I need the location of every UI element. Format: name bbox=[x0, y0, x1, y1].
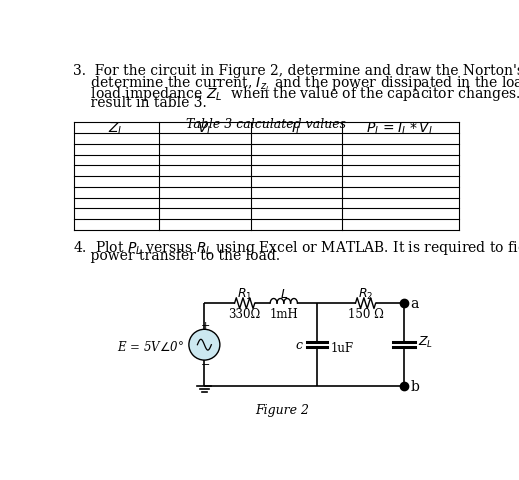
Text: power transfer to the load.: power transfer to the load. bbox=[73, 249, 280, 263]
Text: 3.  For the circuit in Figure 2, determine and draw the Norton's Equivalent circ: 3. For the circuit in Figure 2, determin… bbox=[73, 64, 519, 78]
Text: b: b bbox=[411, 380, 419, 394]
Text: 1mH: 1mH bbox=[269, 307, 298, 320]
Text: $Z_L$: $Z_L$ bbox=[108, 120, 125, 136]
Text: 4.  Plot $P_L$ versus $R_L$ using Excel or MATLAB. It is required to figure out : 4. Plot $P_L$ versus $R_L$ using Excel o… bbox=[73, 238, 519, 256]
Circle shape bbox=[189, 330, 220, 360]
Text: $L$: $L$ bbox=[280, 287, 288, 300]
Text: $R_1$: $R_1$ bbox=[237, 286, 252, 301]
Text: c: c bbox=[296, 338, 303, 351]
Text: −: − bbox=[201, 359, 211, 369]
Text: load impedance $Z_L$  when the value of the capacitor changes. It is required to: load impedance $Z_L$ when the value of t… bbox=[73, 85, 519, 103]
Text: 1uF: 1uF bbox=[331, 341, 354, 354]
Text: Table 3 calculated values: Table 3 calculated values bbox=[186, 118, 346, 131]
Text: $V_L$: $V_L$ bbox=[197, 120, 213, 136]
Text: $I_L$: $I_L$ bbox=[291, 120, 302, 136]
Text: a: a bbox=[411, 297, 419, 311]
Text: 150 Ω: 150 Ω bbox=[348, 307, 384, 320]
Text: E = 5V$\angle$0°: E = 5V$\angle$0° bbox=[117, 339, 184, 353]
Text: $Z_L$: $Z_L$ bbox=[418, 335, 433, 349]
Text: +: + bbox=[201, 320, 211, 330]
Text: $P_L=I_L\,{*}\,V_L$: $P_L=I_L\,{*}\,V_L$ bbox=[366, 120, 435, 136]
Text: $R_2$: $R_2$ bbox=[358, 286, 373, 301]
Text: determine the current, $I_{z_L}$ and the power dissipated in the load by change : determine the current, $I_{z_L}$ and the… bbox=[73, 74, 519, 94]
Text: result in table 3.: result in table 3. bbox=[73, 96, 207, 110]
Text: 330Ω: 330Ω bbox=[228, 307, 261, 320]
Text: Figure 2: Figure 2 bbox=[255, 403, 309, 416]
